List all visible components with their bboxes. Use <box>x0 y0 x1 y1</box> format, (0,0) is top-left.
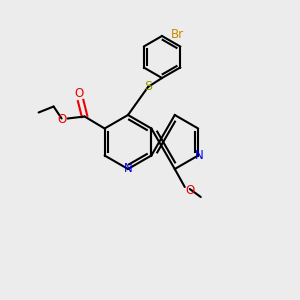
Text: Br: Br <box>171 28 184 41</box>
Text: O: O <box>57 113 66 126</box>
Text: O: O <box>185 184 194 197</box>
Text: S: S <box>144 80 152 92</box>
Text: N: N <box>124 163 132 176</box>
Text: O: O <box>74 87 83 100</box>
Text: N: N <box>195 149 203 162</box>
